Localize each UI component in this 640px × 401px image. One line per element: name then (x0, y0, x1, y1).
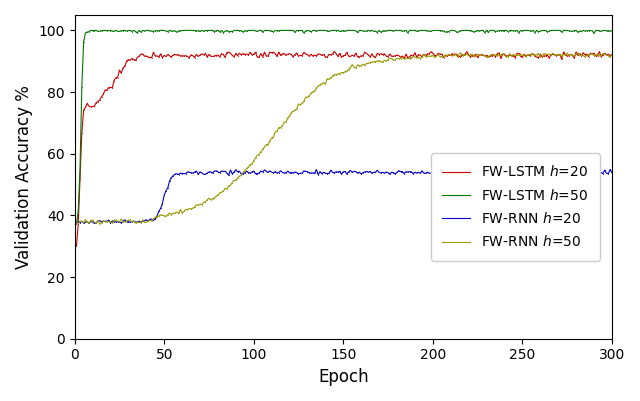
FW-RNN $h$=20 (606, 167, 614, 172)
FW-LSTM $h$=20 (391, 53, 399, 58)
FW-RNN $h$=50 (527, 53, 535, 57)
FW-RNN $h$=50 (393, 56, 401, 61)
FW-LSTM $h$=20 (402, 52, 410, 57)
FW-LSTM $h$=50 (87, 28, 95, 33)
Legend: FW-LSTM $h$=20, FW-LSTM $h$=50, FW-RNN $h$=20, FW-RNN $h$=50: FW-LSTM $h$=20, FW-LSTM $h$=50, FW-RNN $… (431, 153, 600, 261)
FW-RNN $h$=50 (456, 51, 463, 55)
FW-RNN $h$=50 (402, 56, 410, 61)
FW-LSTM $h$=20 (525, 53, 533, 58)
FW-LSTM $h$=50 (391, 28, 399, 33)
FW-RNN $h$=20 (525, 171, 533, 176)
FW-LSTM $h$=20 (608, 52, 616, 57)
FW-RNN $h$=20 (393, 170, 401, 175)
FW-RNN $h$=20 (560, 170, 568, 175)
FW-LSTM $h$=50 (525, 28, 533, 33)
FW-LSTM $h$=20 (72, 244, 80, 249)
FW-LSTM $h$=20 (330, 49, 338, 54)
FW-RNN $h$=20 (391, 172, 399, 176)
FW-RNN $h$=50 (74, 220, 82, 225)
FW-RNN $h$=50 (608, 52, 616, 57)
FW-LSTM $h$=50 (402, 28, 410, 33)
FW-RNN $h$=50 (391, 57, 399, 62)
FW-RNN $h$=20 (90, 221, 98, 226)
FW-LSTM $h$=20 (393, 53, 401, 57)
FW-RNN $h$=50 (561, 53, 569, 58)
Line: FW-RNN $h$=50: FW-RNN $h$=50 (76, 52, 612, 225)
FW-RNN $h$=20 (402, 169, 410, 174)
FW-RNN $h$=20 (74, 219, 82, 223)
FW-RNN $h$=50 (72, 221, 80, 225)
FW-RNN $h$=50 (96, 221, 104, 226)
Line: FW-RNN $h$=20: FW-RNN $h$=20 (76, 168, 612, 224)
FW-RNN $h$=20 (72, 221, 80, 226)
FW-LSTM $h$=50 (72, 221, 80, 226)
FW-LSTM $h$=50 (560, 28, 568, 33)
FW-RNN $h$=20 (608, 170, 616, 175)
Line: FW-LSTM $h$=50: FW-LSTM $h$=50 (76, 30, 612, 225)
X-axis label: Epoch: Epoch (318, 368, 369, 386)
FW-LSTM $h$=50 (608, 28, 616, 33)
FW-LSTM $h$=50 (74, 209, 82, 213)
FW-LSTM $h$=20 (74, 221, 82, 226)
Line: FW-LSTM $h$=20: FW-LSTM $h$=20 (76, 51, 612, 247)
FW-LSTM $h$=20 (560, 50, 568, 55)
Y-axis label: Validation Accuracy %: Validation Accuracy % (15, 85, 33, 269)
FW-LSTM $h$=50 (393, 28, 401, 33)
